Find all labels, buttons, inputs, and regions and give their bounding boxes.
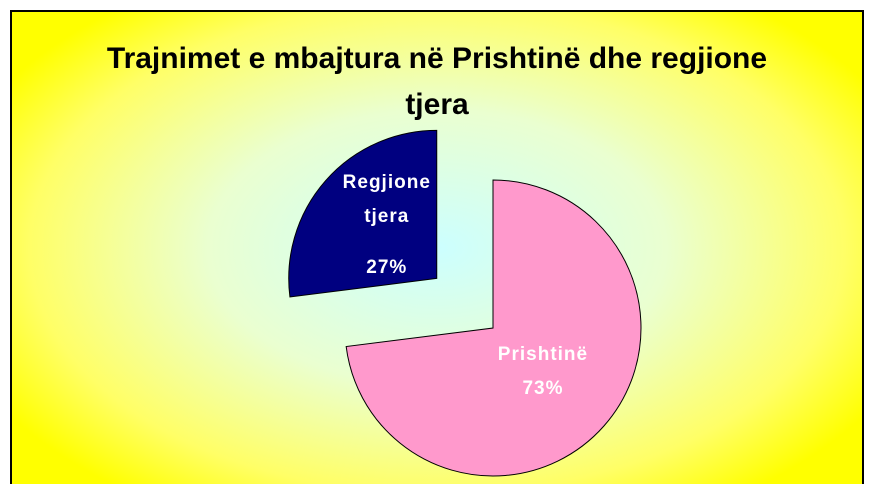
slice-value: 27% (366, 257, 408, 279)
slice-label: Regjione tjera (342, 172, 431, 228)
slice-label: Prishtinë (497, 344, 589, 366)
pie (288, 129, 642, 477)
pie-slice (288, 129, 438, 298)
pie-slice (345, 179, 642, 477)
chart-title: Trajnimet e mbajtura në Prishtinë dhe re… (106, 42, 768, 121)
slice-value: 73% (522, 378, 564, 400)
chart-area: Trajnimet e mbajtura në Prishtinë dhe re… (10, 10, 864, 484)
